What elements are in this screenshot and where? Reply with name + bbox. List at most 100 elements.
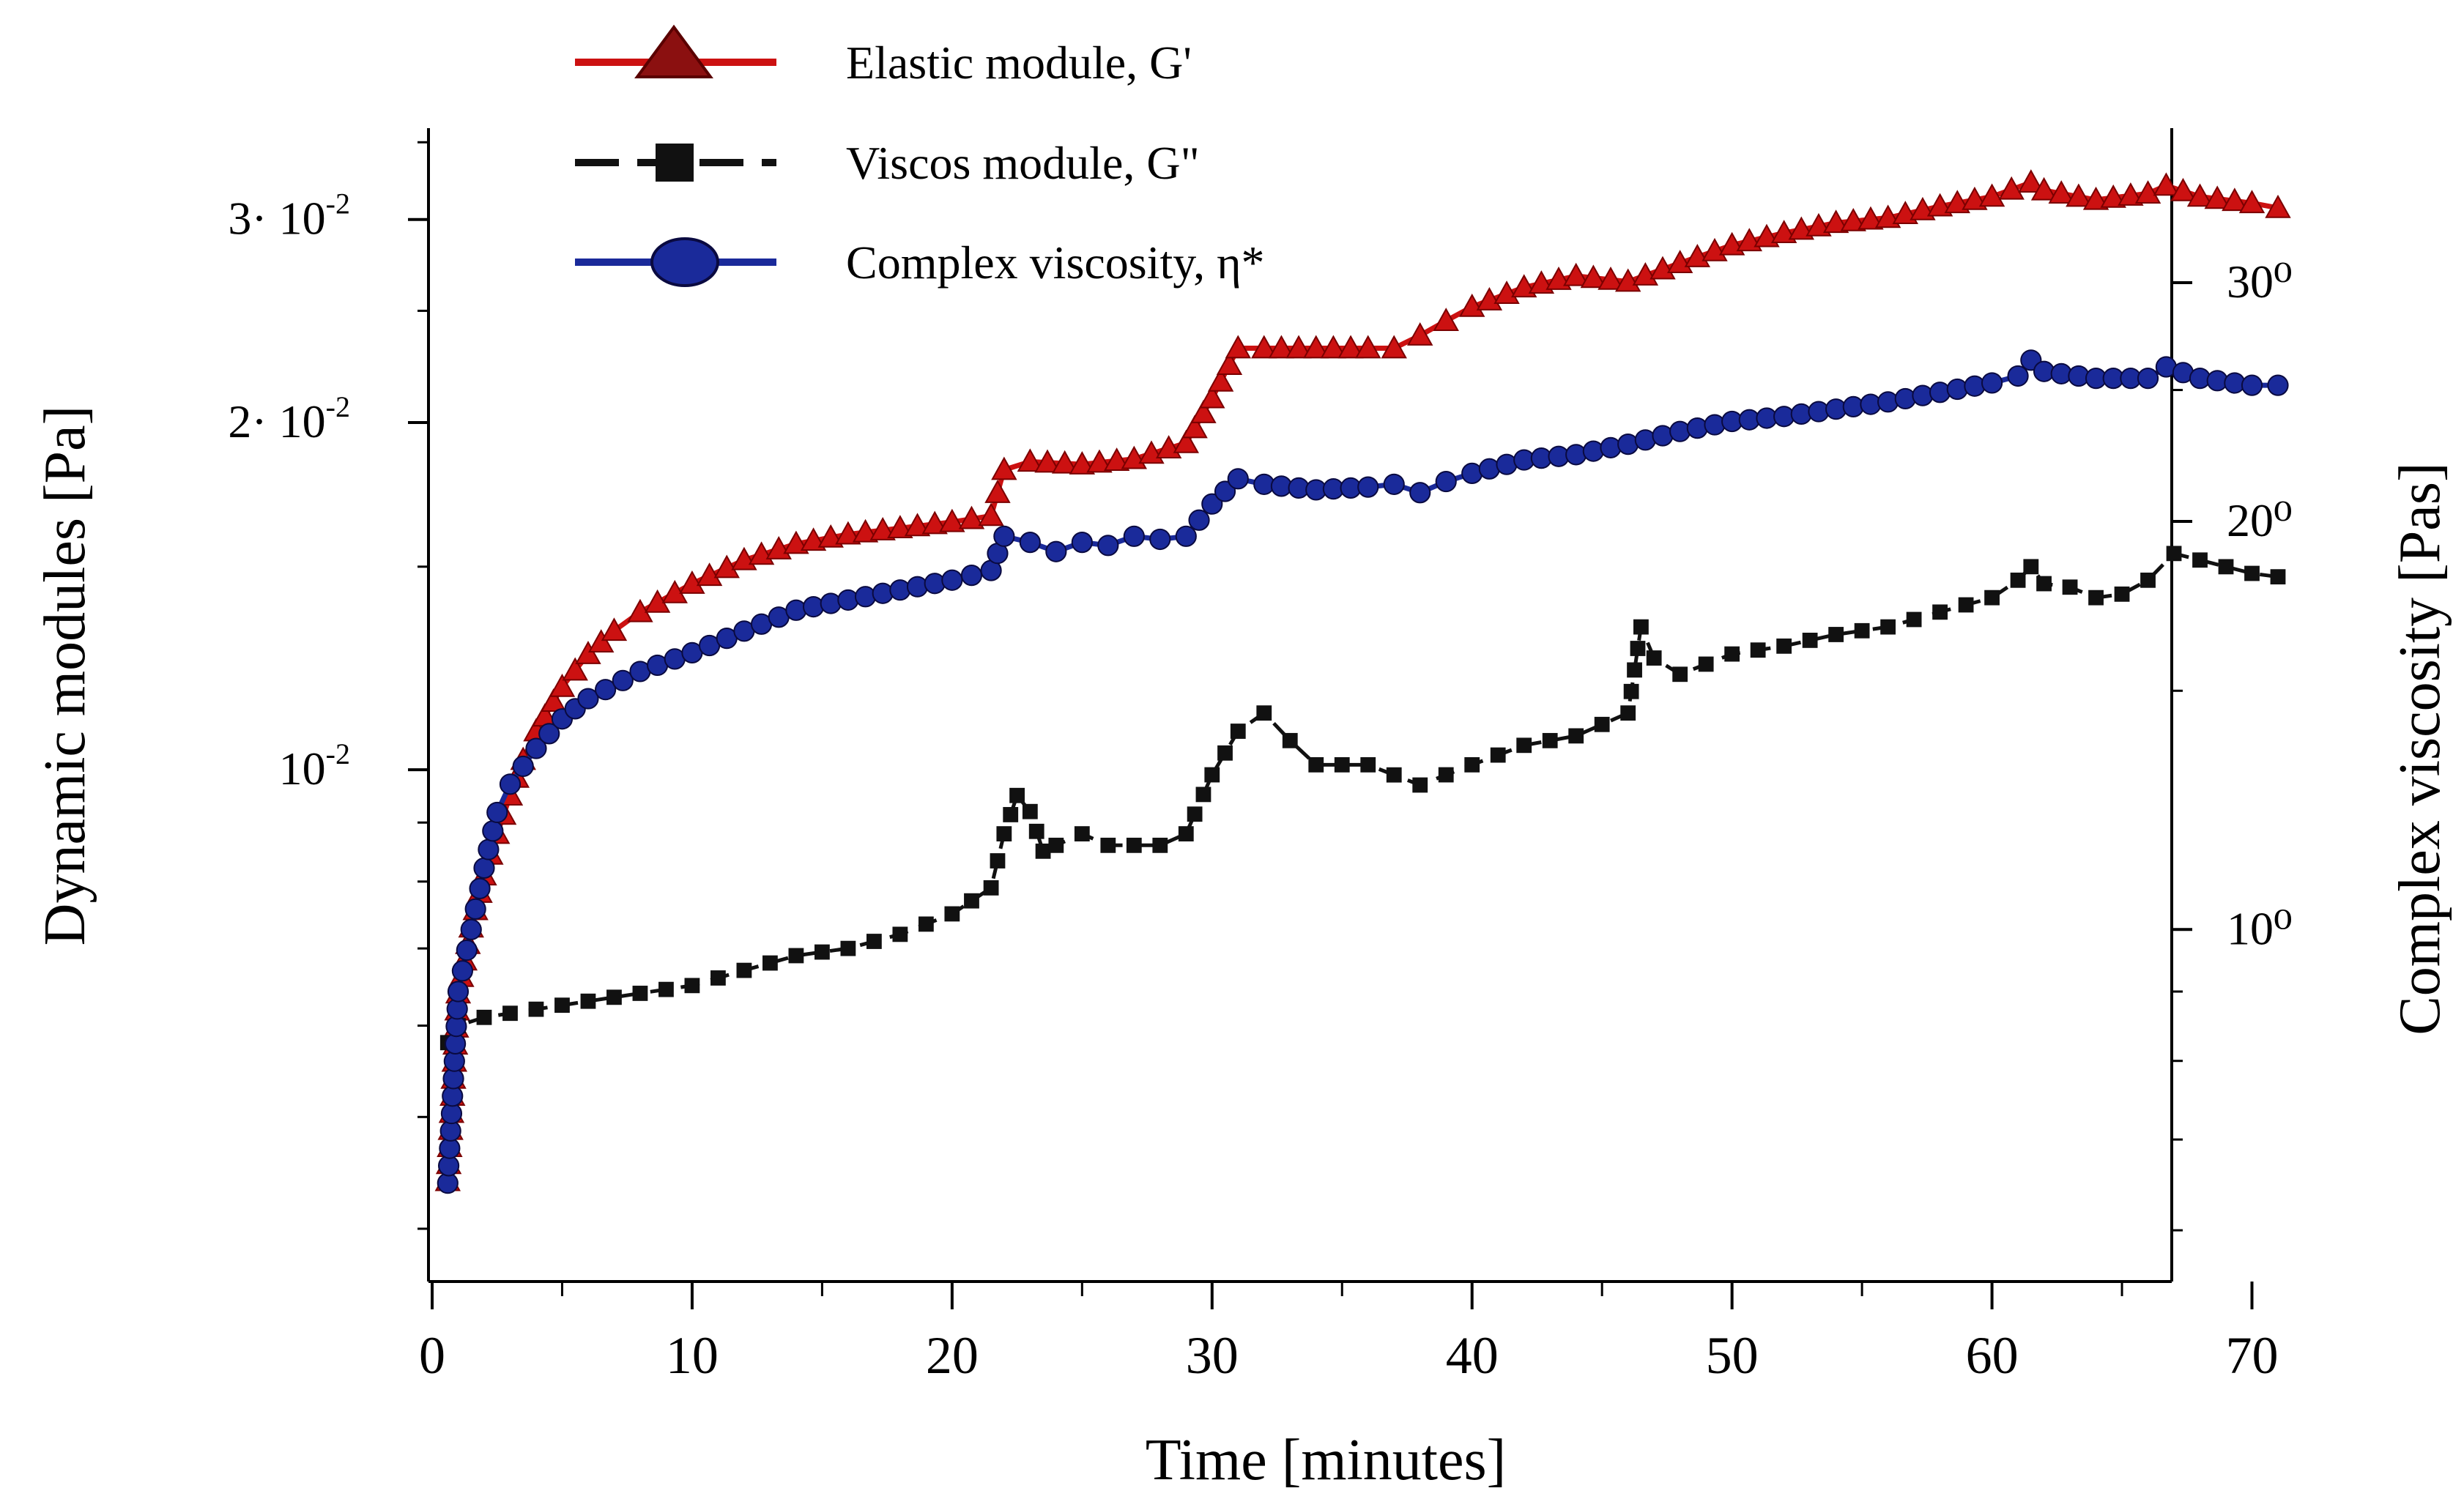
data-marker xyxy=(1459,293,1485,317)
data-marker xyxy=(1190,400,1217,423)
legend-circle-marker xyxy=(650,237,719,287)
data-marker xyxy=(1019,532,1041,554)
data-marker xyxy=(679,570,705,594)
right-axis-title: Complex viscosity [Pas] xyxy=(2388,462,2452,1035)
data-marker xyxy=(906,576,929,598)
data-marker xyxy=(1932,604,1948,620)
data-marker xyxy=(869,516,896,540)
data-marker xyxy=(476,1009,492,1025)
data-marker xyxy=(713,554,740,579)
data-marker xyxy=(2010,572,2026,588)
data-marker xyxy=(1268,335,1295,359)
data-marker xyxy=(2218,559,2234,575)
x-axis-title: Time [minutes] xyxy=(1146,1428,1507,1492)
data-marker xyxy=(1086,449,1113,473)
data-marker xyxy=(984,479,1011,503)
data-marker xyxy=(2118,182,2144,206)
legend-square-marker xyxy=(656,144,694,182)
data-marker xyxy=(1074,826,1090,842)
data-marker xyxy=(1633,619,1649,635)
data-marker xyxy=(958,505,985,529)
series-line xyxy=(445,179,2279,1181)
data-marker xyxy=(1858,206,1884,230)
data-marker xyxy=(788,948,804,964)
data-marker xyxy=(2166,546,2182,562)
data-marker xyxy=(575,641,601,664)
data-marker xyxy=(1022,803,1038,819)
data-marker xyxy=(1126,837,1142,853)
data-marker xyxy=(1035,843,1051,859)
data-marker xyxy=(996,826,1012,842)
data-marker xyxy=(1303,335,1329,359)
data-marker xyxy=(1195,786,1211,803)
data-marker xyxy=(939,508,965,532)
data-marker xyxy=(1217,745,1233,761)
data-marker xyxy=(1929,382,1951,403)
data-marker xyxy=(1652,425,1674,447)
data-marker xyxy=(887,515,913,538)
data-marker xyxy=(2066,183,2092,207)
data-marker xyxy=(1964,375,1986,397)
data-marker xyxy=(1984,590,2000,606)
legend: Elastic module, G' Viscos module, G" Compl… xyxy=(575,24,1265,289)
data-marker xyxy=(2186,183,2213,207)
data-marker xyxy=(1201,493,1223,515)
data-marker xyxy=(540,688,567,712)
legend-entry: Complex viscosity, η* xyxy=(575,237,1265,289)
left-axis-title: Dynamic modules [Pa] xyxy=(33,406,97,946)
data-marker xyxy=(2244,565,2260,581)
data-marker xyxy=(1877,391,1899,413)
data-marker xyxy=(1383,473,1405,495)
data-marker xyxy=(892,926,908,942)
data-marker xyxy=(904,513,931,537)
data-marker xyxy=(944,906,960,922)
data-marker xyxy=(1433,308,1459,332)
data-marker xyxy=(2153,172,2180,196)
data-marker xyxy=(783,530,809,554)
x-tick-label: 50 xyxy=(1706,1326,1759,1385)
data-marker xyxy=(1650,256,1676,280)
data-marker xyxy=(538,723,560,745)
data-marker xyxy=(1894,387,1916,410)
data-marker xyxy=(710,970,726,986)
data-marker xyxy=(502,1005,518,1022)
data-marker xyxy=(1620,705,1636,721)
data-marker xyxy=(1355,335,1381,359)
data-marker xyxy=(1337,335,1364,359)
data-marker xyxy=(528,1001,544,1017)
data-marker xyxy=(835,521,861,545)
x-tick-label: 10 xyxy=(666,1326,719,1385)
series-circle xyxy=(437,349,2289,1194)
data-marker xyxy=(1438,767,1454,783)
series-line xyxy=(446,551,2279,1044)
data-marker xyxy=(1617,434,1639,455)
data-marker xyxy=(1912,384,1934,406)
data-marker xyxy=(473,857,495,879)
data-marker xyxy=(983,880,999,896)
data-marker xyxy=(2018,169,2044,193)
data-marker xyxy=(1103,447,1130,471)
data-marker xyxy=(1600,436,1622,458)
right-tick-label: 30⁰ xyxy=(2227,256,2293,308)
data-marker xyxy=(1017,448,1044,472)
data-marker xyxy=(2114,586,2130,602)
x-tick-label: 20 xyxy=(926,1326,979,1385)
series-triangle xyxy=(434,169,2291,1191)
data-marker xyxy=(1386,767,1402,783)
data-marker xyxy=(2134,180,2161,204)
data-marker xyxy=(1926,193,1953,217)
data-marker xyxy=(1207,368,1234,392)
data-marker xyxy=(2204,185,2230,209)
data-marker xyxy=(1840,207,1866,231)
data-marker xyxy=(2267,374,2289,396)
data-marker xyxy=(2222,187,2248,212)
data-marker xyxy=(525,737,547,759)
data-marker xyxy=(447,981,470,1003)
data-marker xyxy=(2036,576,2052,592)
legend-label: Elastic module, G' xyxy=(846,37,1192,89)
data-marker xyxy=(817,524,844,548)
right-tick-label: 10⁰ xyxy=(2227,902,2293,954)
data-marker xyxy=(478,838,500,860)
data-marker xyxy=(990,853,1006,869)
data-marker xyxy=(1216,352,1243,376)
